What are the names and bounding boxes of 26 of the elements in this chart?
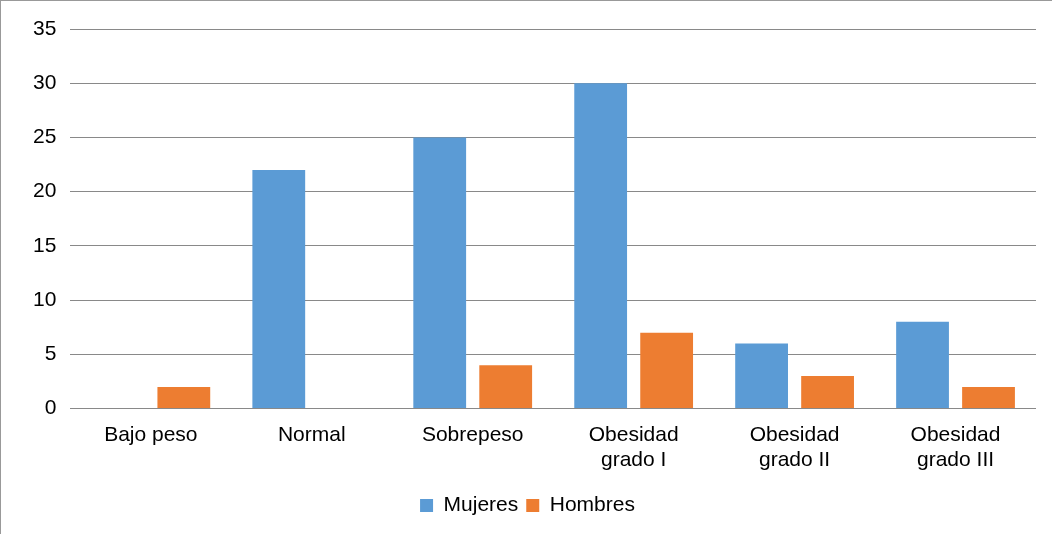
- y-tick-label: 30: [33, 70, 57, 94]
- y-tick-label: 5: [44, 341, 57, 365]
- bar: [574, 83, 628, 409]
- y-tick-label: 15: [33, 232, 57, 256]
- bar: [479, 365, 533, 409]
- x-tick-label: Bajo peso: [104, 422, 198, 445]
- x-tick-label: Obesidad grado I: [588, 422, 679, 471]
- bar: [801, 376, 854, 409]
- y-tick-label: 10: [33, 286, 57, 310]
- x-tick-label: Sobrepeso: [421, 422, 524, 445]
- bar: [640, 332, 694, 409]
- bar: [735, 343, 788, 409]
- legend-label: Hombres: [549, 492, 635, 516]
- y-tick-label: 20: [33, 178, 57, 202]
- bar: [413, 137, 467, 409]
- bar: [962, 386, 1015, 409]
- x-tick-label: Obesidad grado II: [749, 422, 840, 471]
- x-tick-label: Normal: [277, 422, 346, 445]
- y-tick-label: 0: [44, 395, 57, 419]
- bar: [896, 321, 949, 409]
- bar: [252, 169, 306, 409]
- y-tick-label: 35: [33, 15, 57, 39]
- legend-label: Mujeres: [443, 492, 519, 516]
- bar: [157, 386, 211, 409]
- x-tick-label: Obesidad grado III: [910, 422, 1001, 471]
- y-tick-label: 25: [33, 124, 57, 148]
